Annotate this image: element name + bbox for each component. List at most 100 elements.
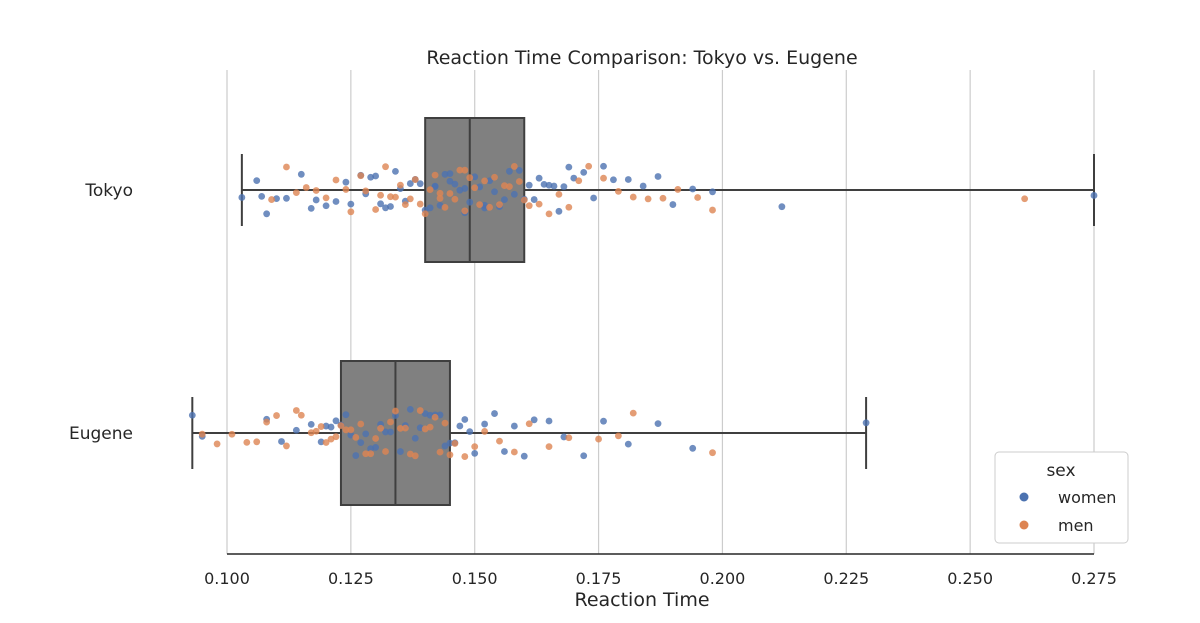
strip-point-men	[600, 174, 607, 182]
strip-point-women	[446, 439, 454, 447]
strip-point-men	[535, 200, 543, 208]
strip-point-men	[387, 193, 394, 201]
strip-point-men	[362, 450, 370, 458]
strip-point-men	[565, 434, 573, 442]
strip-point-women	[600, 162, 607, 170]
strip-point-women	[332, 198, 340, 205]
strip-point-women	[327, 423, 335, 431]
strip-point-women	[486, 177, 493, 185]
strip-point-women	[451, 180, 459, 188]
strip-point-women	[689, 444, 697, 452]
strip-point-men	[322, 194, 330, 202]
strip-point-women	[525, 181, 533, 189]
strip-point-men	[431, 171, 439, 179]
legend-marker-women	[1019, 492, 1029, 502]
x-tick-label: 0.225	[823, 569, 869, 588]
strip-point-men	[510, 448, 518, 456]
strip-point-women	[550, 182, 558, 190]
strip-point-men	[416, 407, 424, 414]
strip-point-men	[273, 412, 280, 419]
strip-point-men	[471, 184, 479, 192]
strip-point-women	[292, 426, 300, 434]
strip-point-women	[392, 167, 399, 175]
strip-point-women	[347, 200, 355, 208]
strip-point-men	[421, 210, 429, 218]
strip-point-women	[406, 180, 414, 187]
strip-point-women	[352, 452, 360, 459]
strip-point-men	[575, 177, 583, 185]
strip-point-men	[595, 435, 602, 443]
strip-point-women	[397, 448, 404, 455]
strip-point-women	[297, 170, 305, 178]
strip-point-women	[307, 204, 315, 212]
strip-point-men	[629, 193, 637, 201]
strip-point-men	[515, 178, 523, 185]
strip-point-women	[188, 411, 196, 419]
strip-point-women	[416, 180, 424, 188]
strip-point-men	[302, 184, 310, 191]
strip-point-women	[461, 185, 469, 192]
strip-point-men	[317, 423, 325, 430]
strip-point-men	[486, 203, 493, 211]
strip-point-men	[451, 195, 459, 203]
strip-point-women	[238, 194, 246, 201]
strip-point-women	[654, 420, 662, 428]
x-axis-label: Reaction Time	[574, 589, 709, 611]
chart-title: Reaction Time Comparison: Tokyo vs. Euge…	[426, 47, 857, 69]
strip-point-men	[659, 194, 667, 202]
strip-point-women	[491, 188, 498, 196]
strip-point-women	[560, 183, 568, 191]
strip-point-men	[436, 194, 444, 202]
strip-point-men	[228, 430, 236, 438]
strip-point-men	[709, 206, 716, 214]
strip-point-men	[525, 420, 533, 428]
y-category-label: Eugene	[69, 424, 133, 444]
x-tick-label: 0.150	[452, 569, 498, 588]
strip-point-men	[392, 407, 399, 415]
strip-point-men	[342, 426, 350, 434]
strip-point-women	[307, 420, 315, 428]
strip-point-women	[580, 168, 588, 176]
strip-point-men	[312, 427, 320, 435]
strip-point-men	[476, 201, 484, 209]
strip-point-women	[456, 422, 464, 430]
strip-point-men	[565, 203, 573, 211]
strip-point-women	[778, 203, 786, 211]
strip-point-women	[501, 196, 508, 204]
strip-point-men	[461, 166, 469, 174]
strip-point-men	[446, 451, 454, 459]
strip-point-women	[520, 452, 528, 460]
strip-point-men	[496, 437, 503, 445]
x-tick-label: 0.250	[947, 569, 993, 588]
strip-point-women	[253, 177, 261, 185]
strip-point-men	[397, 181, 404, 189]
strip-point-women	[322, 202, 330, 210]
box-plots	[191, 117, 1095, 506]
strip-point-women	[654, 173, 662, 180]
legend-label-women: women	[1058, 488, 1116, 507]
strip-point-women	[357, 439, 365, 447]
strip-point-women	[510, 190, 518, 198]
strip-point-women	[283, 194, 290, 202]
strip-point-men	[268, 196, 275, 203]
strip-point-women	[406, 405, 414, 413]
legend-label-men: men	[1058, 516, 1094, 535]
strip-point-men	[342, 186, 350, 193]
strip-point-men	[431, 413, 439, 421]
x-tick-label: 0.275	[1071, 569, 1117, 588]
strip-point-men	[496, 201, 503, 209]
strip-point-women	[1090, 192, 1098, 199]
strip-point-women	[446, 177, 454, 185]
strip-point-men	[471, 443, 479, 451]
legend-title: sex	[1046, 461, 1075, 481]
strip-point-women	[466, 198, 474, 206]
y-category-labels: Tokyo Eugene	[69, 181, 133, 444]
strip-point-men	[411, 452, 419, 460]
strip-point-women	[411, 434, 419, 442]
strip-point-women	[372, 444, 380, 451]
strip-point-men	[436, 189, 444, 197]
strip-point-women	[342, 411, 350, 419]
strip-point-men	[297, 411, 305, 419]
strip-point-men	[357, 420, 365, 428]
strip-point-women	[610, 176, 617, 184]
